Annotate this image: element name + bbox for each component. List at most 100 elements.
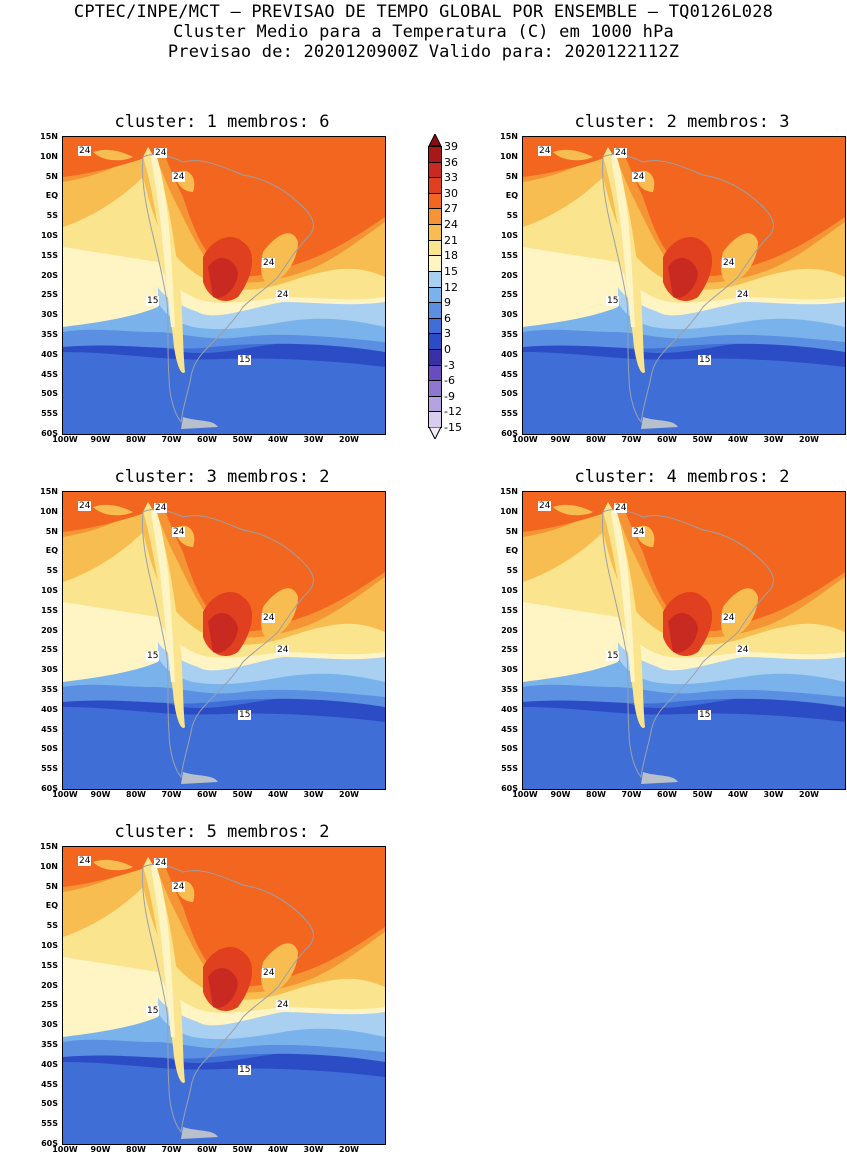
band-33c <box>208 257 238 298</box>
tierra-del-fuego <box>181 772 218 784</box>
lat-tick-label: 5N <box>505 171 518 181</box>
map-panel-cluster-2: cluster: 2 membros: 3 24 24 24 24 24 15 15 15N… <box>460 112 847 452</box>
temperature-map <box>62 136 386 435</box>
contour-label: 24 <box>276 645 290 655</box>
lon-tick-label: 20W <box>339 1145 359 1154</box>
lat-tick-label: 50S <box>501 389 518 399</box>
lon-tick-label: 20W <box>799 790 819 799</box>
lat-tick-label: 20S <box>501 625 518 635</box>
band-3c-s <box>523 707 845 789</box>
lon-tick-label: 70W <box>161 1145 182 1154</box>
colorbar-swatch <box>428 317 442 335</box>
andes-18c <box>143 502 185 728</box>
lat-tick-label: 15N <box>500 487 518 496</box>
band-3c-s <box>523 352 845 434</box>
contour-label: 15 <box>698 710 712 720</box>
band-33c <box>208 612 238 653</box>
panel-title: cluster: 2 membros: 3 <box>574 112 790 132</box>
contour-label: 15 <box>238 1065 252 1075</box>
colorbar-label: -12 <box>444 405 462 419</box>
lon-tick-label: 30W <box>303 1145 324 1154</box>
colorbar-swatch <box>428 270 442 288</box>
inland-21c <box>721 233 758 283</box>
contour-label: 24 <box>172 882 186 892</box>
temperature-map <box>522 136 846 435</box>
lon-tick-label: 40W <box>268 435 288 444</box>
lat-tick-label: 35S <box>501 330 518 339</box>
colorbar-label: 30 <box>444 186 458 200</box>
lat-tick-label: EQ <box>505 546 518 556</box>
lat-tick-label: 45S <box>41 1079 58 1089</box>
contour-label: 24 <box>262 613 276 623</box>
band-3c-s <box>63 707 385 789</box>
lon-tick-label: 70W <box>161 790 182 799</box>
lat-tick-label: 25S <box>41 1000 58 1010</box>
lon-tick-label: 90W <box>550 435 571 444</box>
lat-tick-label: 15S <box>41 605 58 615</box>
lat-tick-label: 60S <box>41 429 58 438</box>
lat-tick-label: 10N <box>40 861 58 871</box>
lon-tick-label: 90W <box>550 790 571 799</box>
lat-tick-label: 50S <box>41 389 58 399</box>
contour-label: 24 <box>154 148 168 158</box>
lon-tick-label: 30W <box>763 790 784 799</box>
lat-tick-label: 35S <box>41 685 58 694</box>
lat-tick-label: 60S <box>41 784 58 793</box>
lat-tick-label: 40S <box>41 1059 58 1069</box>
colorbar-swatch <box>428 192 442 210</box>
lat-tick-label: 30S <box>501 310 518 320</box>
inland-21c <box>261 943 298 993</box>
lon-tick-label: 50W <box>232 435 253 444</box>
north-21c <box>93 149 133 161</box>
lon-tick-label: 100W <box>52 790 78 799</box>
header-line-2: Cluster Medio para a Temperatura (C) em … <box>173 22 674 42</box>
colorbar-label: -9 <box>444 389 455 403</box>
colorbar-label: 6 <box>444 311 451 325</box>
contour-label: 24 <box>78 501 92 511</box>
lon-tick-label: 80W <box>586 435 606 444</box>
colorbar-swatch <box>428 177 442 194</box>
contour-label: 24 <box>632 527 646 537</box>
contour-label: 24 <box>262 258 276 268</box>
lon-tick-label: 100W <box>52 435 78 444</box>
lat-tick-label: 5S <box>506 566 518 576</box>
contour-label: 15 <box>146 1006 160 1016</box>
contour-label: 15 <box>606 296 620 306</box>
panel-title: cluster: 3 membros: 2 <box>114 467 330 487</box>
map-panel-cluster-4: cluster: 4 membros: 2 24 24 24 24 24 15 15 15N… <box>460 467 847 807</box>
contour-label: 15 <box>146 651 160 661</box>
band-33c <box>668 612 698 653</box>
contour-label: 24 <box>722 258 736 268</box>
continent-outline <box>142 864 314 1134</box>
contour-label: 24 <box>172 527 186 537</box>
temperature-map <box>62 846 386 1145</box>
lon-tick-label: 90W <box>90 790 111 799</box>
colorbar-swatch <box>428 302 442 319</box>
colorbar-swatch <box>428 239 442 257</box>
continent-outline <box>142 154 314 424</box>
lat-tick-label: 20S <box>41 625 58 635</box>
lat-tick-label: 10S <box>501 586 518 595</box>
colorbar-swatch <box>428 348 442 366</box>
lat-tick-label: 40S <box>41 349 58 359</box>
continent-outline <box>602 154 774 424</box>
colorbar-bottom-arrow <box>428 427 442 439</box>
lon-tick-label: 30W <box>763 435 784 444</box>
map-panel-cluster-5: cluster: 5 membros: 2 24 24 24 24 24 15 15 15N… <box>0 822 420 1162</box>
colorbar-label: 9 <box>444 296 451 310</box>
colorbar-swatch <box>428 208 442 226</box>
colorbar-swatch <box>428 255 442 272</box>
lon-tick-label: 20W <box>339 435 359 444</box>
andes-18c <box>603 502 645 728</box>
lon-tick-label: 100W <box>512 790 538 799</box>
colorbar-swatch <box>428 395 442 413</box>
lat-tick-label: 55S <box>501 409 518 419</box>
band-3c-s <box>63 352 385 434</box>
lat-tick-label: 10N <box>40 506 58 516</box>
lon-tick-label: 90W <box>90 1145 111 1154</box>
colorbar-swatch <box>428 224 442 241</box>
lon-tick-label: 80W <box>126 790 146 799</box>
lat-tick-label: 5N <box>45 171 58 181</box>
lat-tick-label: 10N <box>500 151 518 161</box>
andes-18c <box>143 857 185 1083</box>
